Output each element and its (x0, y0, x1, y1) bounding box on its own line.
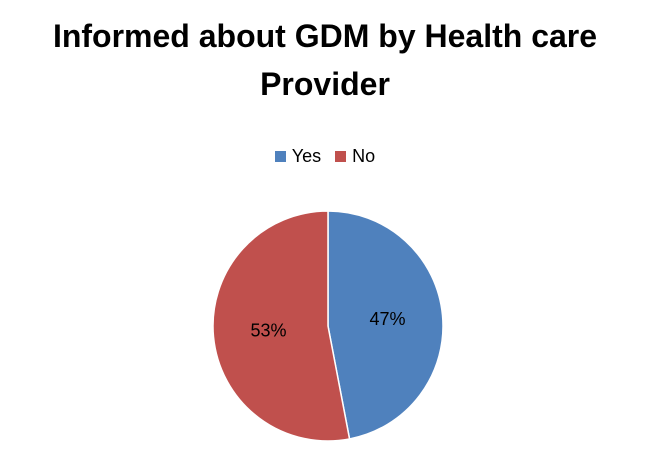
chart-title: Informed about GDM by Health care Provid… (52, 18, 598, 102)
legend-item-no: No (335, 146, 375, 167)
chart-legend: Yes No (0, 146, 650, 167)
pie-label-no: 53% (250, 320, 286, 340)
pie-slice-no (212, 210, 351, 442)
legend-item-yes: Yes (274, 146, 322, 167)
pie-slice-yes (327, 210, 444, 440)
pie-label-yes: 47% (370, 309, 406, 329)
legend-label-yes: Yes (291, 146, 322, 166)
legend-label-no: No (352, 146, 376, 166)
legend-swatch-yes (274, 151, 286, 162)
legend-swatch-no (335, 151, 347, 162)
